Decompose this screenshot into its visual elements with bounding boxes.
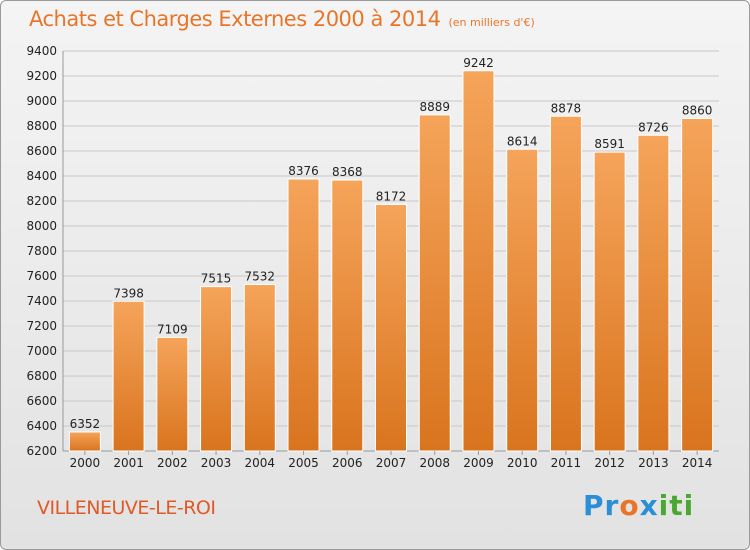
logo-letter: i xyxy=(683,489,695,522)
bar-2008 xyxy=(418,114,451,452)
bar-2002 xyxy=(156,336,189,452)
logo-letter: r xyxy=(604,489,620,522)
x-tick-label: 2005 xyxy=(288,456,319,470)
x-tick-label: 2008 xyxy=(419,456,450,470)
logo-letter: x xyxy=(639,489,659,522)
bar-value-label: 7515 xyxy=(201,272,232,286)
bar-2004 xyxy=(243,284,276,452)
y-tick-label: 9200 xyxy=(26,69,57,83)
bar-value-label: 7532 xyxy=(245,270,276,284)
bar-2012 xyxy=(593,151,626,452)
y-tick-label: 7400 xyxy=(26,294,57,308)
bar-2007 xyxy=(375,204,407,452)
y-tick-label: 6400 xyxy=(26,419,57,433)
y-axis: 6200 6400 6600 6800 7000 7200 7400 7600 7800 8000… xyxy=(26,44,719,458)
x-tick-label: 2013 xyxy=(638,456,669,470)
x-tick-label: 2002 xyxy=(157,456,188,470)
y-tick-label: 6800 xyxy=(26,369,57,383)
x-tick-label: 2000 xyxy=(70,456,101,470)
x-tick-label: 2003 xyxy=(201,456,232,470)
x-tick-label: 2007 xyxy=(376,456,407,470)
y-tick-label: 8200 xyxy=(26,194,57,208)
bar-2013 xyxy=(637,134,670,452)
y-tick-label: 8600 xyxy=(26,144,57,158)
bar-value-label: 8368 xyxy=(332,165,363,179)
proxiti-logo[interactable]: Proxiti xyxy=(583,489,694,522)
y-tick-label: 8400 xyxy=(26,169,57,183)
y-tick-label: 9400 xyxy=(26,44,57,58)
bar-2014 xyxy=(681,118,714,452)
x-tick-label: 2009 xyxy=(463,456,494,470)
bar-2009 xyxy=(462,70,495,452)
x-tick-label: 2014 xyxy=(682,456,713,470)
logo-letter: o xyxy=(619,489,640,522)
chart-unit: (en milliers d'€) xyxy=(448,16,535,29)
x-tick-label: 2004 xyxy=(245,456,276,470)
bar-2000 xyxy=(68,431,101,452)
x-tick-label: 2001 xyxy=(113,456,144,470)
chart-title: Achats et Charges Externes 2000 à 2014 (e… xyxy=(29,7,535,31)
x-tick-label: 2012 xyxy=(594,456,625,470)
bar-value-label: 6352 xyxy=(70,417,101,431)
bar-value-label: 8726 xyxy=(638,120,669,134)
bar-value-label: 8614 xyxy=(507,134,538,148)
y-tick-label: 6600 xyxy=(26,394,57,408)
logo-letter: t xyxy=(669,489,684,522)
y-tick-label: 7000 xyxy=(26,344,57,358)
y-tick-label: 7600 xyxy=(26,269,57,283)
bar-2001 xyxy=(112,300,145,452)
bar-value-label: 9242 xyxy=(463,56,494,70)
bar-value-label: 8889 xyxy=(419,100,450,114)
commune-name: VILLENEUVE-LE-ROI xyxy=(37,497,216,519)
bar-value-label: 8878 xyxy=(551,101,582,115)
bar-value-label: 8172 xyxy=(376,190,407,204)
bar-value-label: 8860 xyxy=(682,104,713,118)
logo-letter: P xyxy=(583,489,605,522)
x-tick-label: 2006 xyxy=(332,456,363,470)
bar-value-label: 8591 xyxy=(594,137,625,151)
bar-2011 xyxy=(549,115,582,452)
x-tick-label: 2011 xyxy=(551,456,582,470)
bar-2003 xyxy=(200,286,233,452)
y-tick-label: 7200 xyxy=(26,319,57,333)
x-tick-label: 2010 xyxy=(507,456,538,470)
y-tick-label: 6200 xyxy=(26,444,57,458)
bar-2006 xyxy=(331,179,364,452)
y-tick-label: 8800 xyxy=(26,119,57,133)
y-tick-label: 8000 xyxy=(26,219,57,233)
bar-2010 xyxy=(506,148,539,452)
logo-letter: i xyxy=(658,489,670,522)
y-tick-label: 9000 xyxy=(26,94,57,108)
bar-value-label: 7398 xyxy=(113,286,144,300)
bar-2005 xyxy=(287,178,320,452)
bar-value-label: 8376 xyxy=(288,164,319,178)
chart-title-text: Achats et Charges Externes 2000 à 2014 xyxy=(29,7,441,31)
bar-value-label: 7109 xyxy=(157,322,188,336)
bars: 6352 7398 7109 7515 7532 8376 8368 8172 8889 9242… xyxy=(68,56,714,452)
x-axis: 2000 2001 2002 2003 2004 2005 2006 2007 2008 2009… xyxy=(70,451,713,470)
y-tick-label: 7800 xyxy=(26,244,57,258)
